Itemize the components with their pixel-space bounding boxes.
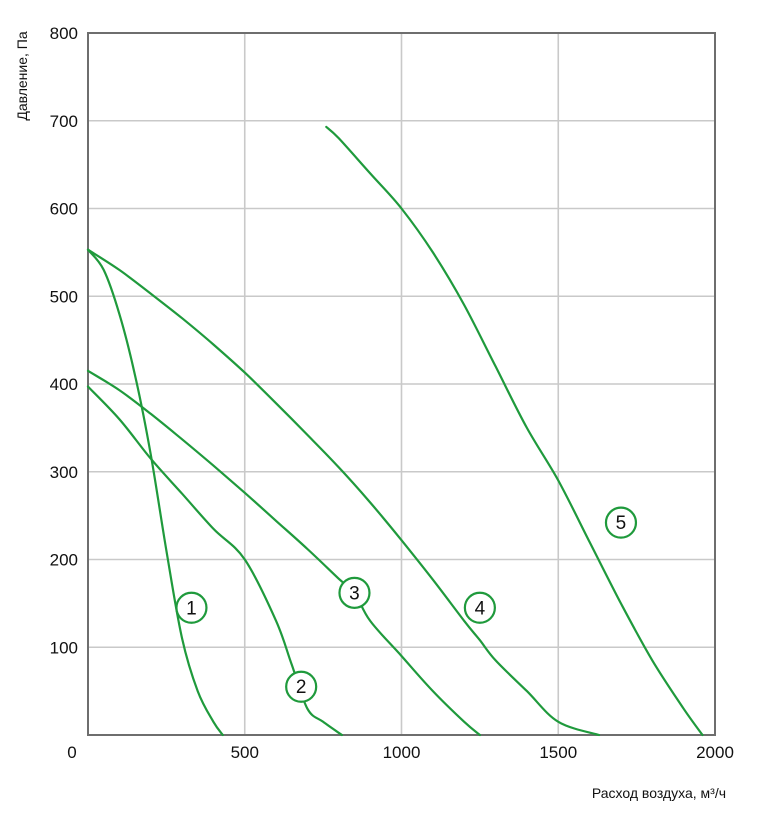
plot-frame: [87, 32, 716, 736]
curve-marker-2: 2: [285, 670, 318, 703]
curve-markers: 1 2 3 4 5: [175, 506, 638, 703]
marker-label: 5: [616, 513, 627, 534]
x-tick-label: 2000: [696, 743, 734, 762]
marker-circle: [604, 506, 638, 539]
x-tick-labels: 0 500 1000 1500 2000: [67, 743, 734, 762]
x-tick-label: 500: [231, 743, 259, 762]
curve-1: [86, 248, 224, 737]
x-axis-title: Расход воздуха, м³/ч: [592, 785, 726, 801]
y-tick-label: 400: [50, 375, 78, 394]
gridlines: [88, 33, 715, 735]
x-tick-label: 0: [67, 743, 76, 762]
curves: [86, 125, 704, 737]
marker-label: 2: [296, 677, 307, 698]
marker-circle: [285, 670, 318, 703]
marker-label: 3: [349, 583, 360, 604]
curve-2: [86, 385, 343, 737]
curve-marker-1: 1: [175, 591, 208, 624]
marker-label: 1: [186, 598, 197, 619]
curve-4: [86, 248, 601, 737]
y-tick-label: 700: [50, 112, 78, 131]
y-tick-label: 600: [50, 200, 78, 219]
y-tick-label: 100: [50, 638, 78, 657]
y-tick-label: 300: [50, 463, 78, 482]
y-axis-title: Давление, Па: [14, 31, 30, 121]
y-tick-labels: 100 200 300 400 500 600 700 800: [50, 24, 78, 657]
marker-circle: [463, 591, 496, 624]
y-tick-label: 800: [50, 24, 78, 43]
marker-circle: [175, 591, 208, 624]
y-tick-label: 500: [50, 287, 78, 306]
curve-3: [86, 369, 481, 737]
x-tick-label: 1500: [539, 743, 577, 762]
y-tick-label: 200: [50, 551, 78, 570]
curve-marker-4: 4: [463, 591, 496, 624]
marker-circle: [338, 576, 371, 609]
marker-label: 4: [475, 598, 486, 619]
curve-marker-3: 3: [338, 576, 371, 609]
x-tick-label: 1000: [383, 743, 421, 762]
curve-5: [325, 125, 704, 737]
curve-marker-5: 5: [604, 506, 638, 539]
